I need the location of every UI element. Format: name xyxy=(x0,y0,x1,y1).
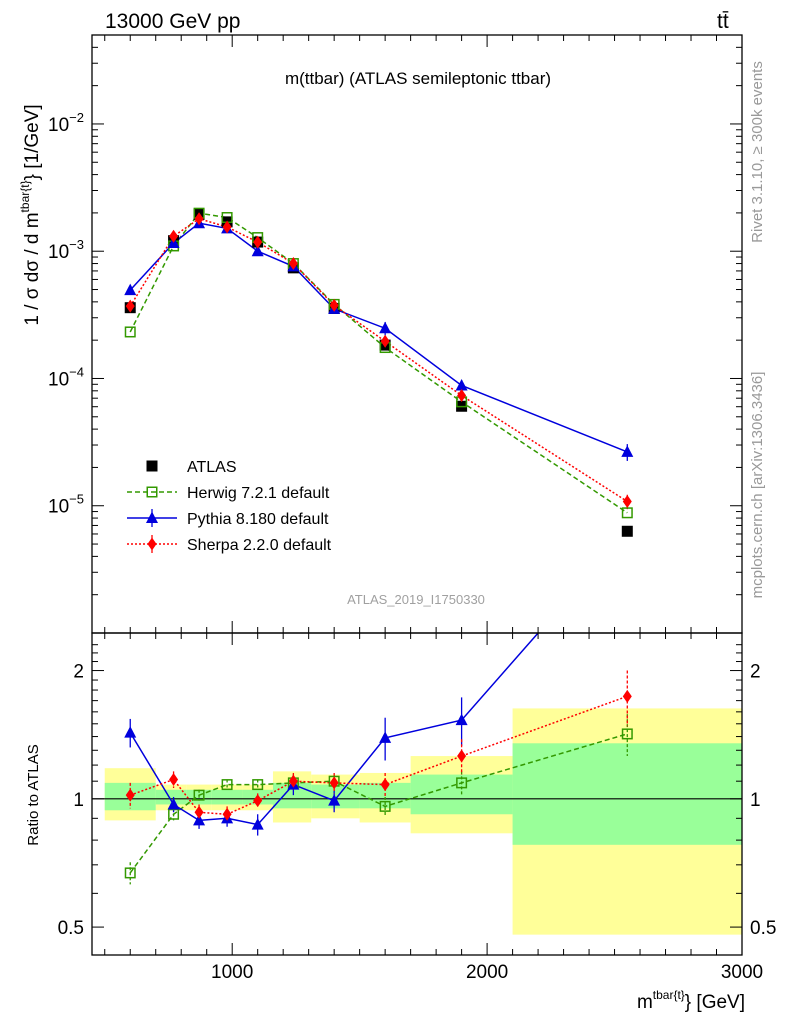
main-point-herwig-7-2-1-default xyxy=(621,507,633,519)
ratio-point-sherpa-2-2-0-default xyxy=(622,689,632,703)
main-point-herwig-7-2-1-default xyxy=(124,326,136,338)
legend-label-sherpa-2-2-0-default: Sherpa 2.2.0 default xyxy=(187,537,332,554)
main-point-sherpa-2-2-0-default xyxy=(222,220,232,234)
ratio-point-pythia-8-180-default xyxy=(251,818,264,830)
main-line-herwig-7-2-1-default xyxy=(129,212,628,514)
ratio-point-pythia-8-180-default xyxy=(167,797,180,810)
legend-label-atlas: ATLAS xyxy=(187,459,237,476)
ratio-y-tick-label-right: 0.5 xyxy=(750,918,776,939)
ratio-point-pythia-8-180-default xyxy=(455,713,468,726)
ratio-line-sherpa-2-2-0-default xyxy=(129,695,628,816)
ratio-line-herwig-7-2-1-default xyxy=(129,733,628,874)
ratio-y-tick-label-left: 1 xyxy=(73,790,84,811)
main-line-sherpa-2-2-0-default xyxy=(129,217,628,503)
main-point-pythia-8-180-default xyxy=(379,321,392,334)
ratio-point-herwig-7-2-1-default xyxy=(193,789,205,801)
ratio-point-sherpa-2-2-0-default xyxy=(194,805,204,819)
x-axis-label: mtbar{t}} [GeV] xyxy=(637,988,745,1013)
ratio-point-sherpa-2-2-0-default xyxy=(457,749,467,763)
ratio-point-pythia-8-180-default xyxy=(328,794,341,806)
legend-label-pythia-8-180-default: Pythia 8.180 default xyxy=(187,511,329,528)
ratio-point-herwig-7-2-1-default xyxy=(252,779,264,791)
legend-label-herwig-7-2-1-default: Herwig 7.2.1 default xyxy=(187,485,330,502)
main-y-axis-label: 1 / σ dσ / d mtbar{t}} [1/GeV] xyxy=(18,104,43,325)
main-y-tick-label: 10−3 xyxy=(48,237,84,263)
ratio-point-herwig-7-2-1-default xyxy=(456,777,468,789)
main-point-sherpa-2-2-0-default xyxy=(380,334,390,348)
main-point-pythia-8-180-default xyxy=(251,244,264,257)
main-point-sherpa-2-2-0-default xyxy=(253,235,263,249)
ratio-point-herwig-7-2-1-default xyxy=(621,728,633,740)
ratio-point-pythia-8-180-default xyxy=(193,813,206,826)
chart-title: m(ttbar) (ATLAS semileptonic ttbar) xyxy=(285,69,551,88)
x-tick-label: 2000 xyxy=(466,962,508,983)
ratio-band-inner xyxy=(155,789,187,805)
ratio-band-inner xyxy=(512,743,742,845)
ratio-point-sherpa-2-2-0-default xyxy=(222,807,232,821)
main-point-sherpa-2-2-0-default xyxy=(169,229,179,243)
ratio-point-sherpa-2-2-0-default xyxy=(125,788,135,802)
x-tick-label: 3000 xyxy=(721,962,763,983)
ratio-y-axis-label: Ratio to ATLAS xyxy=(25,744,42,845)
analysis-watermark: ATLAS_2019_I1750330 xyxy=(347,592,485,607)
ratio-point-sherpa-2-2-0-default xyxy=(253,794,263,808)
ratio-band-inner xyxy=(311,784,360,809)
x-tick-label: 1000 xyxy=(211,962,253,983)
axes: 1000 2000 3000 10−5 10−4 10−3 10−2 0.5 0.5 1 1 2 2 xyxy=(48,34,776,983)
main-y-tick-label: 10−4 xyxy=(48,364,84,390)
ratio-point-sherpa-2-2-0-default xyxy=(329,776,339,790)
main-y-tick-label: 10−5 xyxy=(48,492,84,518)
legend: ATLAS Herwig 7.2.1 default Pythia 8.180 de… xyxy=(127,459,332,554)
ratio-point-herwig-7-2-1-default xyxy=(168,808,180,820)
ratio-y-tick-label-left: 2 xyxy=(73,662,84,683)
main-line-pythia-8-180-default xyxy=(129,222,628,453)
main-point-sherpa-2-2-0-default xyxy=(329,298,339,312)
ratio-point-herwig-7-2-1-default xyxy=(379,800,391,812)
mcplots-credit-label: mcplots.cern.ch [arXiv:1306.3436] xyxy=(749,372,766,599)
main-point-pythia-8-180-default xyxy=(621,445,634,457)
ratio-point-herwig-7-2-1-default xyxy=(221,779,233,791)
main-panel-marks xyxy=(124,207,634,537)
legend-marker-herwig-7-2-1-default xyxy=(146,486,158,498)
ratio-point-sherpa-2-2-0-default xyxy=(288,774,298,788)
main-point-sherpa-2-2-0-default xyxy=(194,212,204,226)
main-point-sherpa-2-2-0-default xyxy=(622,494,632,508)
ratio-uncertainty-bands xyxy=(92,708,742,935)
ratio-point-sherpa-2-2-0-default xyxy=(380,778,390,792)
main-point-sherpa-2-2-0-default xyxy=(125,299,135,313)
main-point-atlas xyxy=(621,525,633,537)
header-collision: 13000 GeV pp xyxy=(105,10,240,33)
ratio-point-pythia-8-180-default xyxy=(379,731,392,743)
ratio-band-inner xyxy=(211,789,243,805)
main-y-tick-label: 10−2 xyxy=(48,110,84,136)
header-process: tt̄ xyxy=(717,10,729,33)
ratio-y-tick-label-right: 1 xyxy=(750,790,761,811)
ratio-frame xyxy=(91,632,743,956)
rivet-version-label: Rivet 3.1.10, ≥ 300k events xyxy=(749,61,766,243)
ratio-line-pythia-8-180-default xyxy=(129,633,539,826)
ratio-panel-marks xyxy=(124,633,633,885)
ratio-band-inner xyxy=(410,774,513,815)
ratio-point-pythia-8-180-default xyxy=(124,726,137,738)
ratio-point-herwig-7-2-1-default xyxy=(124,867,136,879)
ratio-point-sherpa-2-2-0-default xyxy=(169,773,179,787)
main-point-sherpa-2-2-0-default xyxy=(288,257,298,271)
main-point-sherpa-2-2-0-default xyxy=(457,388,467,402)
ratio-y-tick-label-right: 2 xyxy=(750,662,761,683)
ratio-y-tick-label-left: 0.5 xyxy=(58,918,84,939)
legend-marker-atlas xyxy=(146,460,158,472)
main-point-pythia-8-180-default xyxy=(455,379,468,391)
main-point-pythia-8-180-default xyxy=(124,283,137,296)
legend-marker-pythia-8-180-default xyxy=(146,511,158,523)
legend-marker-sherpa-2-2-0-default xyxy=(147,537,157,551)
